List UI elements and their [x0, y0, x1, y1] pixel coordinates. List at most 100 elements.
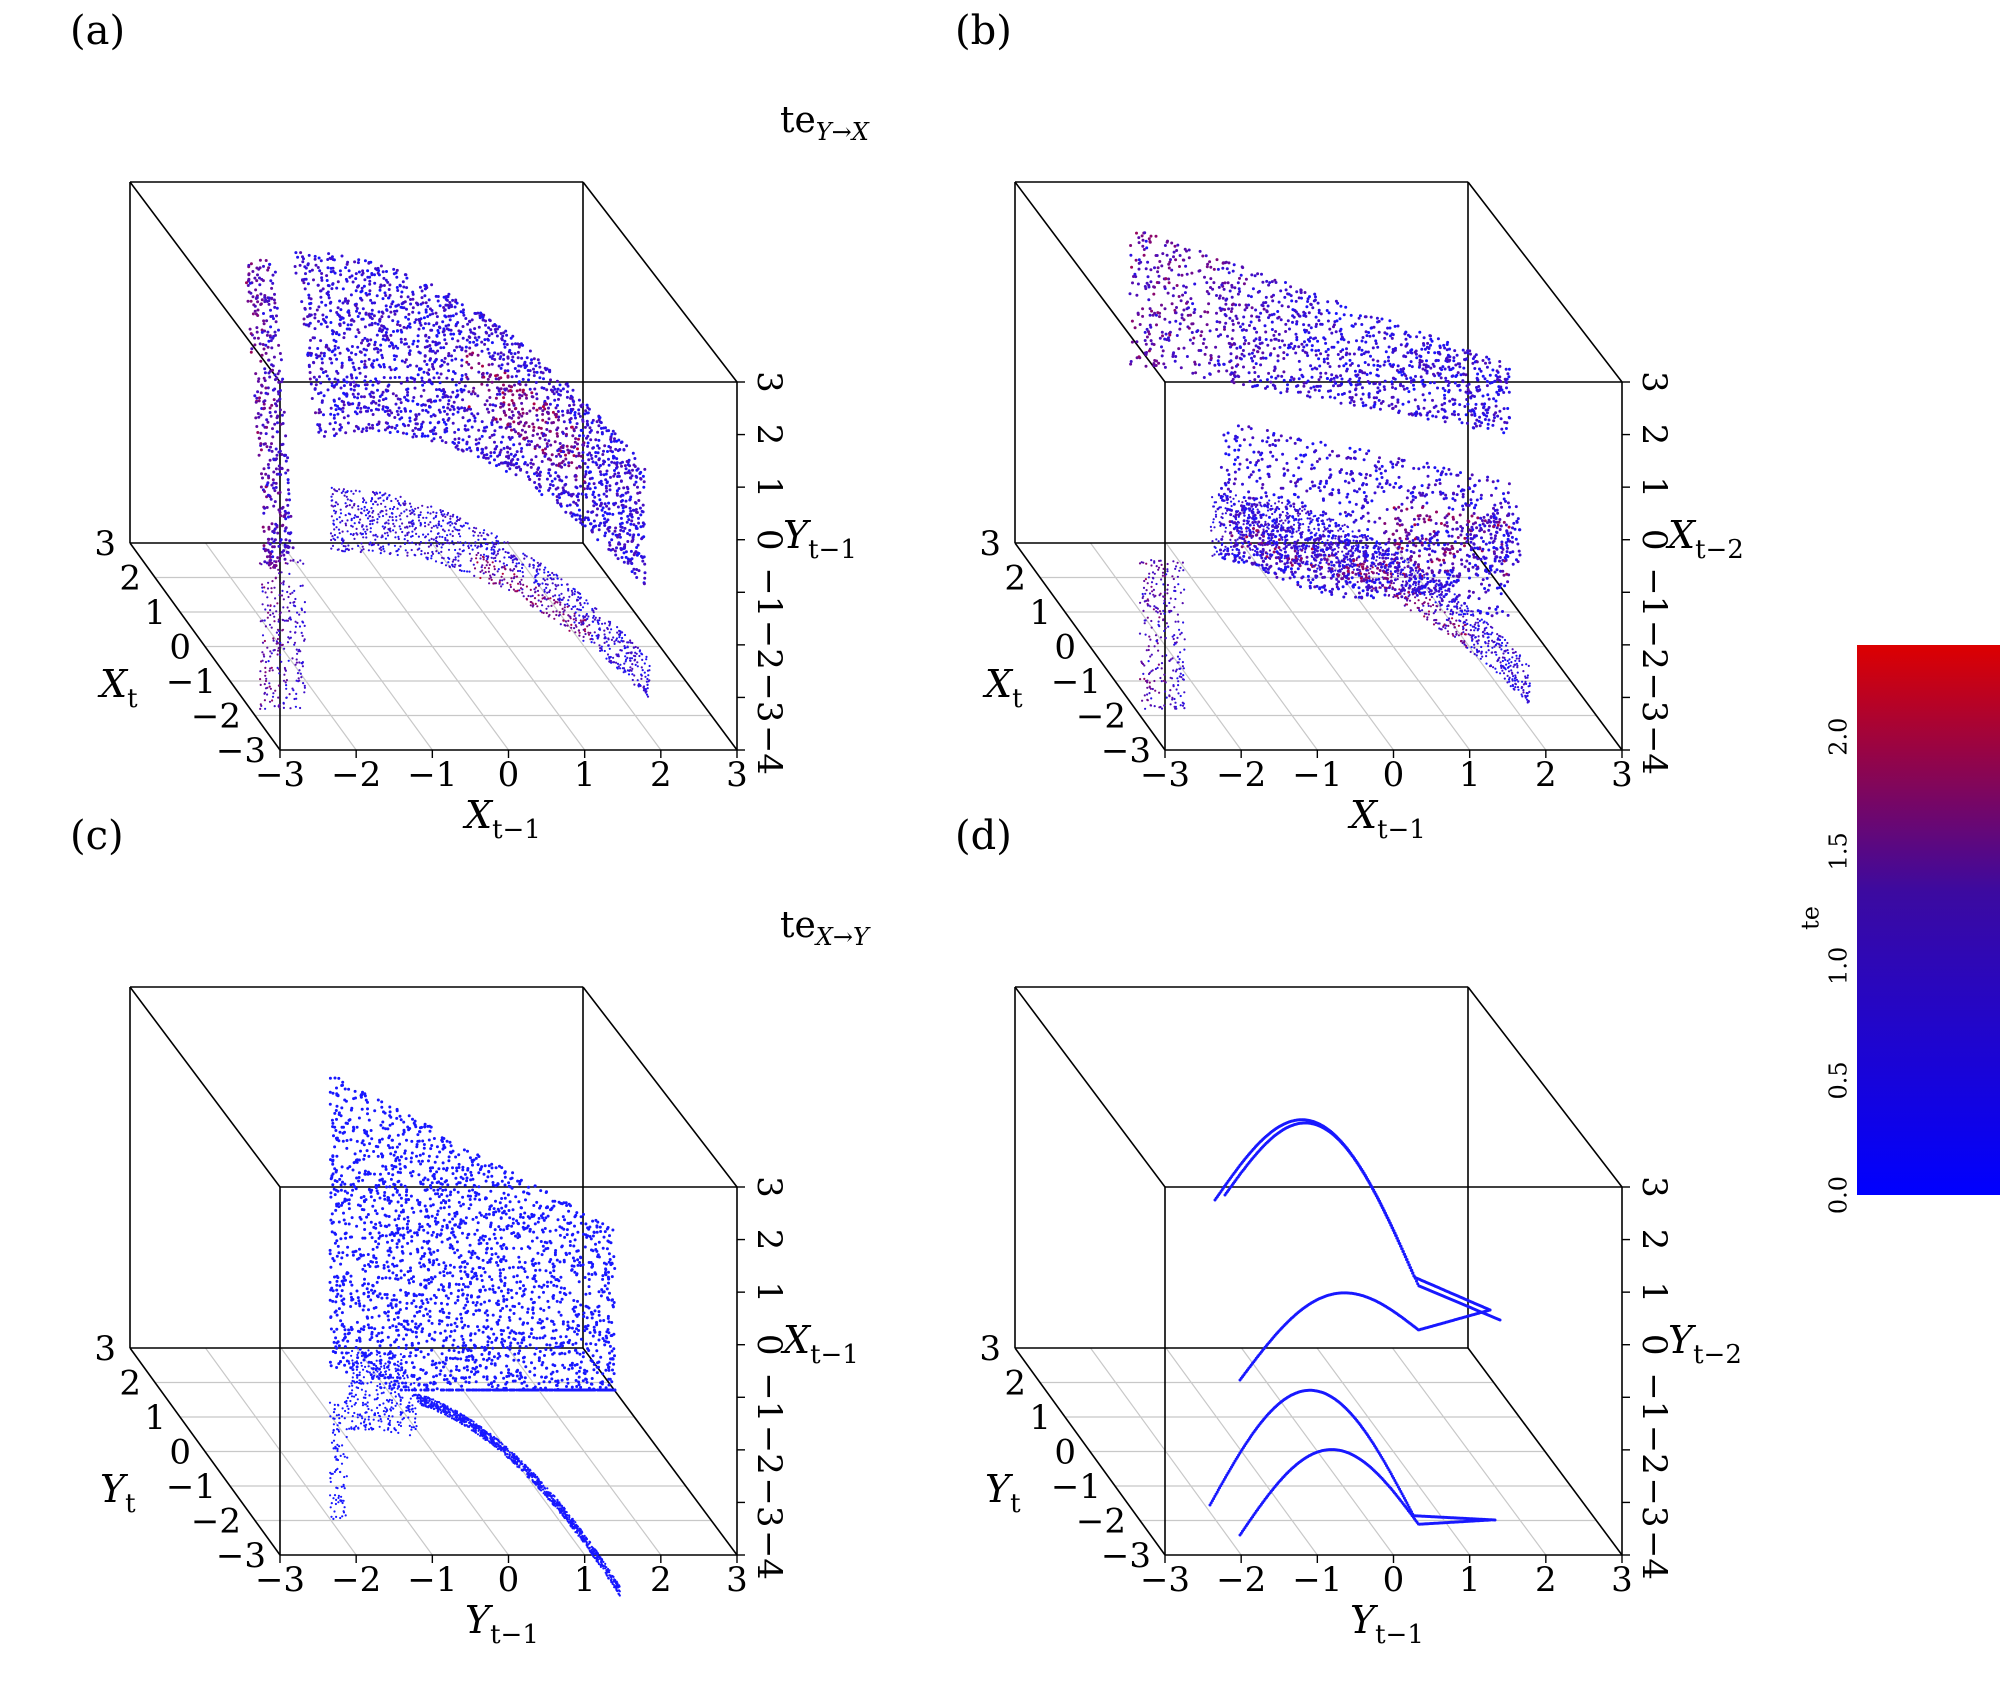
scatter-point [353, 368, 357, 372]
scatter-point [495, 539, 498, 543]
scatter-point [571, 593, 574, 597]
scatter-point [635, 546, 639, 549]
scatter-point [510, 459, 513, 463]
scatter-point [265, 506, 269, 509]
scatter-point [535, 408, 539, 412]
scatter-point [268, 375, 272, 379]
scatter-point [485, 383, 489, 387]
scatter-point [600, 432, 604, 436]
scatter-point [584, 470, 588, 474]
scatter-point [583, 630, 587, 633]
scatter-point [399, 518, 402, 521]
scatter-point [1212, 281, 1216, 285]
scatter-point [268, 554, 272, 558]
scatter-point [368, 289, 372, 293]
scatter-point [1246, 466, 1250, 470]
scatter-point [574, 425, 578, 429]
scatter-point [621, 636, 624, 640]
scatter-point [575, 422, 579, 426]
scatter-point [587, 631, 590, 634]
scatter-point [608, 541, 611, 545]
scatter-point [480, 382, 484, 386]
scatter-point [298, 625, 302, 628]
scatter-point [376, 322, 380, 326]
scatter-point [607, 501, 611, 505]
scatter-point [383, 291, 387, 295]
scatter-point [425, 286, 429, 290]
scatter-point [472, 563, 475, 566]
scatter-point [286, 606, 289, 609]
scatter-point [1160, 303, 1163, 307]
scatter-point [422, 516, 425, 519]
scatter-point [303, 601, 306, 604]
scatter-point [522, 563, 525, 566]
scatter-point [392, 272, 396, 276]
scatter-point [455, 444, 459, 448]
scatter-point [1271, 383, 1275, 387]
scatter-point [487, 334, 491, 338]
scatter-point [271, 427, 274, 431]
scatter-point [510, 358, 514, 362]
scatter-point [316, 423, 320, 427]
scatter-point [246, 299, 250, 303]
scatter-point [277, 380, 281, 384]
scatter-point [351, 506, 354, 509]
scatter-point [484, 319, 488, 323]
scatter-point [475, 527, 478, 530]
scatter-point [317, 430, 321, 434]
scatter-point [621, 506, 625, 510]
scatter-point [432, 525, 435, 528]
scatter-point [549, 458, 553, 462]
scatter-point [455, 394, 459, 398]
scatter-point [283, 513, 287, 517]
scatter-point [557, 598, 560, 601]
scatter-point [346, 519, 349, 522]
scatter-point [585, 599, 588, 602]
scatter-point [338, 322, 342, 326]
scatter-point [295, 648, 298, 651]
scatter-point [561, 486, 565, 490]
scatter-point [585, 419, 589, 423]
scatter-point [446, 541, 449, 545]
scatter-point [380, 330, 384, 333]
scatter-point [631, 641, 634, 645]
scatter-point [265, 425, 269, 429]
scatter-point [480, 534, 483, 537]
scatter-point [573, 411, 577, 414]
scatter-point [334, 501, 337, 504]
scatter-point [274, 402, 277, 406]
scatter-point [373, 343, 377, 347]
scatter-point [603, 641, 606, 645]
scatter-point [536, 605, 539, 608]
x-tick-label: −3 [255, 755, 305, 795]
scatter-point [270, 591, 273, 594]
scatter-point [399, 337, 403, 341]
scatter-point [307, 293, 311, 297]
scatter-point [397, 375, 401, 379]
scatter-point [380, 353, 384, 357]
scatter-point [465, 338, 469, 342]
scatter-point [615, 661, 618, 664]
scatter-point [406, 365, 410, 369]
scatter-point [346, 530, 349, 533]
scatter-point [1147, 298, 1151, 302]
scatter-point [541, 412, 545, 416]
scatter-point [315, 356, 319, 360]
scatter-point [470, 544, 473, 547]
scatter-point [271, 530, 275, 533]
scatter-point [1482, 405, 1486, 409]
scatter-point [1495, 568, 1499, 572]
scatter-point [355, 309, 358, 313]
scatter-point [1288, 576, 1292, 580]
scatter-point [335, 331, 339, 334]
scatter-point [393, 525, 396, 528]
scatter-point [387, 288, 391, 291]
scatter-point [279, 582, 282, 585]
scatter-point [555, 498, 559, 502]
scatter-point [394, 531, 397, 534]
scatter-point [348, 504, 351, 507]
scatter-point [387, 315, 391, 319]
scatter-point [1500, 427, 1504, 431]
scatter-point [274, 577, 277, 580]
scatter-point [1365, 334, 1369, 338]
